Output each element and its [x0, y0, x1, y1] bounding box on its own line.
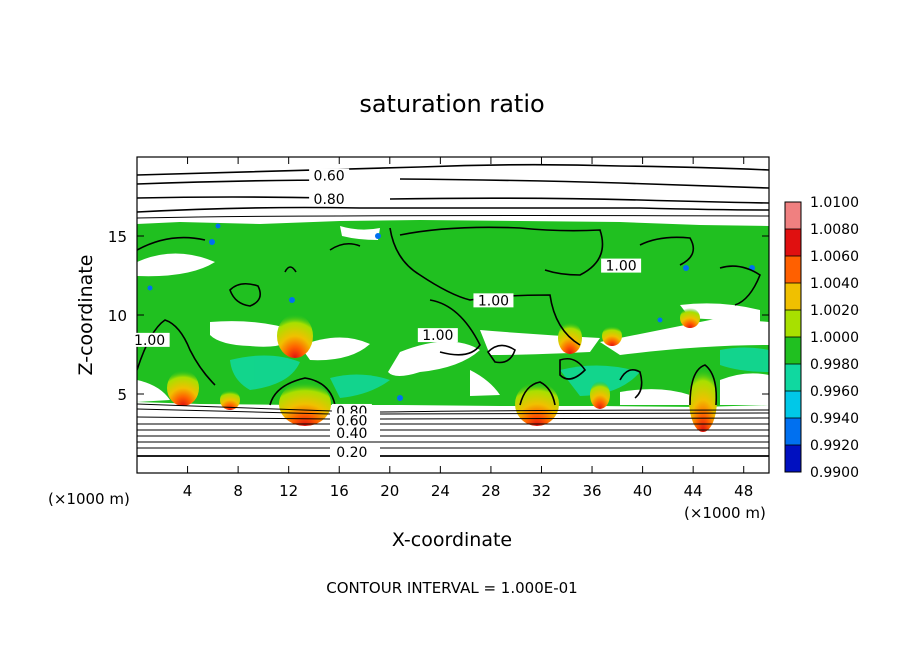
- contour-label-backdrop: [331, 426, 372, 441]
- subsaturated-gaps: [137, 226, 769, 405]
- contour-label: 0.60: [314, 169, 345, 185]
- lower-contours: [137, 403, 769, 457]
- subsaturated-fringe: [230, 347, 769, 398]
- x-tick-label: 12: [279, 482, 298, 500]
- x-tick-label: 16: [330, 482, 349, 500]
- x-axis-unit: (×1000 m): [684, 504, 766, 522]
- contour-label: 0.40: [336, 426, 367, 442]
- colorbar-label: 0.9940: [810, 411, 859, 427]
- colorbar-label: 1.0080: [810, 222, 859, 238]
- colorbar-swatch: [785, 391, 801, 418]
- contour-label: 1.00: [478, 293, 509, 309]
- x-tick-label: 48: [734, 482, 753, 500]
- colorbar-swatch: [785, 229, 801, 256]
- contour-label: 1.00: [134, 333, 165, 349]
- x-tick-label: 20: [380, 482, 399, 500]
- x-tick-label: 4: [183, 482, 193, 500]
- colorbar-swatch: [785, 445, 801, 472]
- contour-label-backdrop: [331, 413, 372, 428]
- colorbar-swatch: [785, 418, 801, 445]
- contour-interval-note: CONTOUR INTERVAL = 1.000E-01: [326, 579, 577, 597]
- contour-label-backdrop: [309, 192, 350, 207]
- contour-label-backdrop: [331, 445, 372, 460]
- contour-label: 0.20: [336, 445, 367, 461]
- colorbar-label: 1.0020: [810, 303, 859, 319]
- x-tick-label: 36: [582, 482, 601, 500]
- y-axis-label: Z-coordinate: [75, 255, 97, 376]
- contour-label-backdrop: [601, 258, 642, 273]
- chart-title: saturation ratio: [359, 90, 544, 118]
- x-axis-label: X-coordinate: [392, 529, 512, 551]
- y-tick-label: 15: [108, 228, 127, 246]
- contour-label-backdrop: [417, 328, 458, 343]
- plot-area: [137, 157, 769, 473]
- contour-label-backdrop: [129, 332, 170, 347]
- colorbar-label: 1.0100: [810, 195, 859, 211]
- x-tick-label: 28: [481, 482, 500, 500]
- contour-label-backdrop: [309, 168, 350, 183]
- x-tick-label: 32: [532, 482, 551, 500]
- x-axis-ticks: 4 8 12 16 20 24 28 32 36 40 44 48: [183, 157, 753, 500]
- contour-label: 0.60: [336, 413, 367, 429]
- contour-label: 1.00: [606, 259, 637, 275]
- contour-label: 0.80: [314, 192, 345, 208]
- x-tick-label: 8: [233, 482, 243, 500]
- y-tick-label: 5: [117, 386, 127, 404]
- colorbar-swatch: [785, 310, 801, 337]
- y-axis-ticks: 5 10 15: [108, 228, 769, 404]
- x-tick-label: 24: [431, 482, 450, 500]
- colorbar-label: 1.0040: [810, 276, 859, 292]
- colorbar-swatch: [785, 364, 801, 391]
- colorbar-label: 0.9900: [810, 465, 859, 481]
- x-tick-label: 44: [684, 482, 703, 500]
- colorbar-swatch: [785, 337, 801, 364]
- colorbar-label: 0.9960: [810, 384, 859, 400]
- contour-labels: 0.600.801.00 1.001.001.000.800.600.400.20: [129, 168, 642, 461]
- colorbar-swatch: [785, 283, 801, 310]
- colorbar-label: 1.0060: [810, 249, 859, 265]
- y-tick-label: 10: [108, 307, 127, 325]
- colorbar-label: 0.9980: [810, 357, 859, 373]
- contour-label: 1.00: [422, 328, 453, 344]
- contour-label-backdrop: [473, 293, 514, 308]
- y-axis-unit: (×1000 m): [48, 490, 130, 508]
- colorbar-swatch: [785, 202, 801, 229]
- colorbar-swatch: [785, 256, 801, 283]
- colorbar-label: 1.0000: [810, 330, 859, 346]
- colorbar-label: 0.9920: [810, 438, 859, 454]
- supersaturated-region: [137, 220, 769, 407]
- x-tick-label: 40: [633, 482, 652, 500]
- colorbar: 1.0100 1.0080 1.0060 1.0040 1.0020 1.0000 0.99…: [784, 195, 859, 481]
